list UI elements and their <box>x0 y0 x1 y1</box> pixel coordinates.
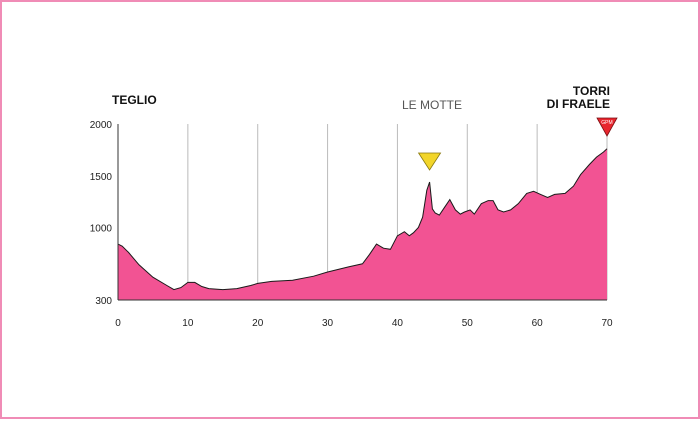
x-tick-label-3: 30 <box>322 318 334 329</box>
kom-marker-label: GPM <box>601 120 612 126</box>
place-middle-0: LE MOTTE <box>402 98 462 112</box>
y-tick-label-3: 2000 <box>90 120 113 131</box>
x-tick-label-5: 50 <box>462 318 474 329</box>
place-end-1: DI FRAELE <box>547 97 610 111</box>
profile-area <box>118 148 607 300</box>
sprint-marker-icon <box>417 152 442 171</box>
y-tick-label-1: 1000 <box>90 224 113 235</box>
place-start-0: TEGLIO <box>112 93 157 107</box>
x-tick-label-0: 0 <box>115 318 121 329</box>
y-tick-label-2: 1500 <box>90 172 113 183</box>
x-tick-label-2: 20 <box>252 318 264 329</box>
kom-marker-icon <box>596 117 618 137</box>
x-tick-label-1: 10 <box>182 318 194 329</box>
x-tick-label-7: 70 <box>601 318 613 329</box>
place-end-0: TORRI <box>573 84 610 98</box>
x-tick-label-6: 60 <box>532 318 544 329</box>
x-tick-label-4: 40 <box>392 318 404 329</box>
profile-line <box>117 148 608 291</box>
y-tick-label-0: 300 <box>95 296 112 307</box>
